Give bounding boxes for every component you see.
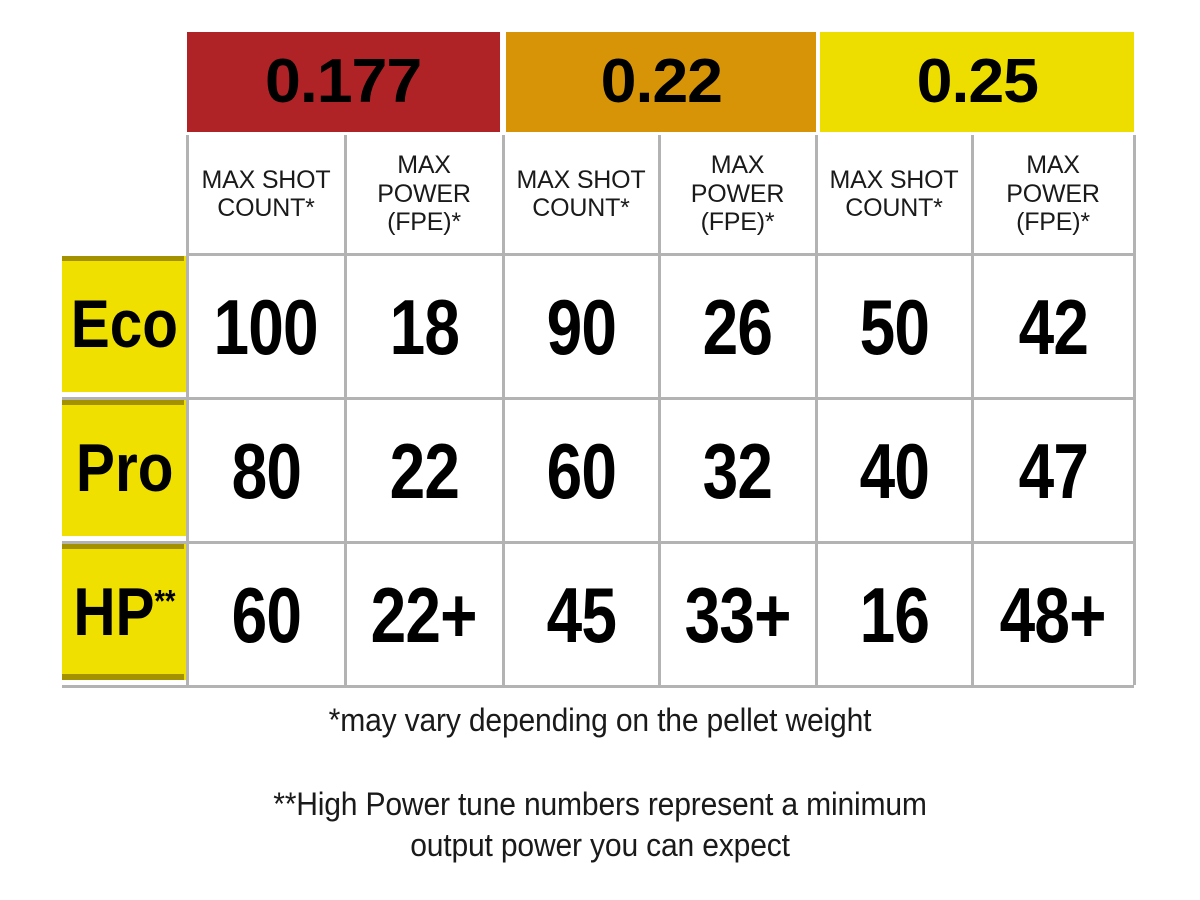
column-header-025-max-shot-count: MAX SHOT COUNT* (816, 135, 972, 253)
table-cell: 50 (816, 256, 972, 397)
gridline-vertical (344, 135, 347, 685)
column-header-0177-max-power: MAX POWER (FPE)* (345, 135, 503, 253)
row-label-eco-text: Eco (70, 286, 179, 362)
column-header-025-max-power-label: MAX POWER (FPE)* (1006, 151, 1100, 237)
column-header-025-max-power: MAX POWER (FPE)* (972, 135, 1134, 253)
caliber-header-022: 0.22 (506, 32, 816, 132)
gridline-vertical (502, 135, 505, 685)
row-label-hp: HP** (62, 544, 187, 680)
caliber-header-0177-label: 0.177 (265, 47, 422, 116)
cell-value: 47 (1018, 426, 1088, 515)
caliber-header-0177: 0.177 (187, 32, 500, 132)
specification-table: 0.177 0.22 0.25 MAX SHOT COUNT* MAX POWER(… (62, 32, 1136, 688)
gridline-horizontal (62, 685, 1134, 688)
row-label-pro-text: Pro (75, 430, 174, 506)
column-header-0177-max-shot-count-label: MAX SHOT COUNT* (201, 165, 331, 223)
cell-value: 32 (702, 426, 773, 515)
table-cell: 48+ (972, 544, 1134, 685)
cell-value: 80 (231, 426, 301, 515)
row-label-hp-text: HP** (73, 574, 176, 650)
column-header-022-max-shot-count-label: MAX SHOT COUNT* (516, 165, 646, 223)
gridline-vertical (186, 135, 189, 685)
cell-value: 16 (859, 570, 929, 659)
row-label-hp-footnote-marker: ** (154, 583, 176, 619)
gridline-horizontal (62, 541, 1134, 544)
column-header-0177-max-power-label: MAX POWER (FPE)* (377, 151, 471, 237)
footnotes: *may vary depending on the pellet weight… (0, 700, 1200, 867)
footnote-double-asterisk-line-1: **High Power tune numbers represent a mi… (273, 785, 927, 822)
footnote-double-asterisk: **High Power tune numbers represent a mi… (36, 784, 1164, 867)
gridline-horizontal (187, 253, 1134, 256)
cell-value: 42 (1018, 282, 1088, 371)
column-header-022-max-shot-count: MAX SHOT COUNT* (503, 135, 659, 253)
row-label-eco: Eco (62, 256, 187, 392)
row-label-pro: Pro (62, 400, 187, 536)
gridline-vertical (815, 135, 818, 685)
table-cell: 100 (187, 256, 345, 397)
gridline-vertical (1133, 135, 1136, 685)
cell-value: 90 (546, 282, 616, 371)
caliber-header-025-label: 0.25 (916, 47, 1038, 116)
cell-value: 50 (859, 282, 929, 371)
cell-value: 33+ (684, 570, 791, 659)
table-cell: 16 (816, 544, 972, 685)
footnote-double-asterisk-line-2: output power you can expect (410, 827, 790, 864)
cell-value: 48+ (999, 570, 1107, 659)
gridline-vertical (971, 135, 974, 685)
cell-value: 22 (389, 426, 459, 515)
cell-value: 40 (859, 426, 929, 515)
column-header-022-max-power: MAX POWER (FPE)* (659, 135, 816, 253)
table-cell: 80 (187, 400, 345, 541)
caliber-header-022-label: 0.22 (600, 47, 722, 116)
table-cell: 26 (659, 256, 816, 397)
table-cell: 45 (503, 544, 659, 685)
table-cell: 32 (659, 400, 816, 541)
cell-value: 60 (546, 426, 616, 515)
table-cell: 22 (345, 400, 503, 541)
column-header-022-max-power-label: MAX POWER (FPE)* (690, 151, 785, 237)
table-cell: 18 (345, 256, 503, 397)
table-cell: 42 (972, 256, 1134, 397)
table-cell: 60 (187, 544, 345, 685)
table-gridlines (62, 32, 1136, 688)
cell-value: 100 (213, 282, 319, 371)
table-cell: 40 (816, 400, 972, 541)
cell-value: 26 (702, 282, 773, 371)
table-cell: 47 (972, 400, 1134, 541)
gridline-horizontal (62, 397, 1134, 400)
cell-value: 22+ (370, 570, 478, 659)
table-cell: 90 (503, 256, 659, 397)
caliber-header-025: 0.25 (820, 32, 1134, 132)
column-header-025-max-shot-count-label: MAX SHOT COUNT* (829, 165, 959, 223)
column-header-0177-max-shot-count: MAX SHOT COUNT* (187, 135, 345, 253)
table-cell: 60 (503, 400, 659, 541)
table-cell: 22+ (345, 544, 503, 685)
table-cell: 33+ (659, 544, 816, 685)
gridline-vertical (658, 135, 661, 685)
cell-value: 45 (546, 570, 616, 659)
cell-value: 18 (389, 282, 459, 371)
cell-value: 60 (231, 570, 301, 659)
footnote-single-asterisk: *may vary depending on the pellet weight (328, 702, 872, 738)
